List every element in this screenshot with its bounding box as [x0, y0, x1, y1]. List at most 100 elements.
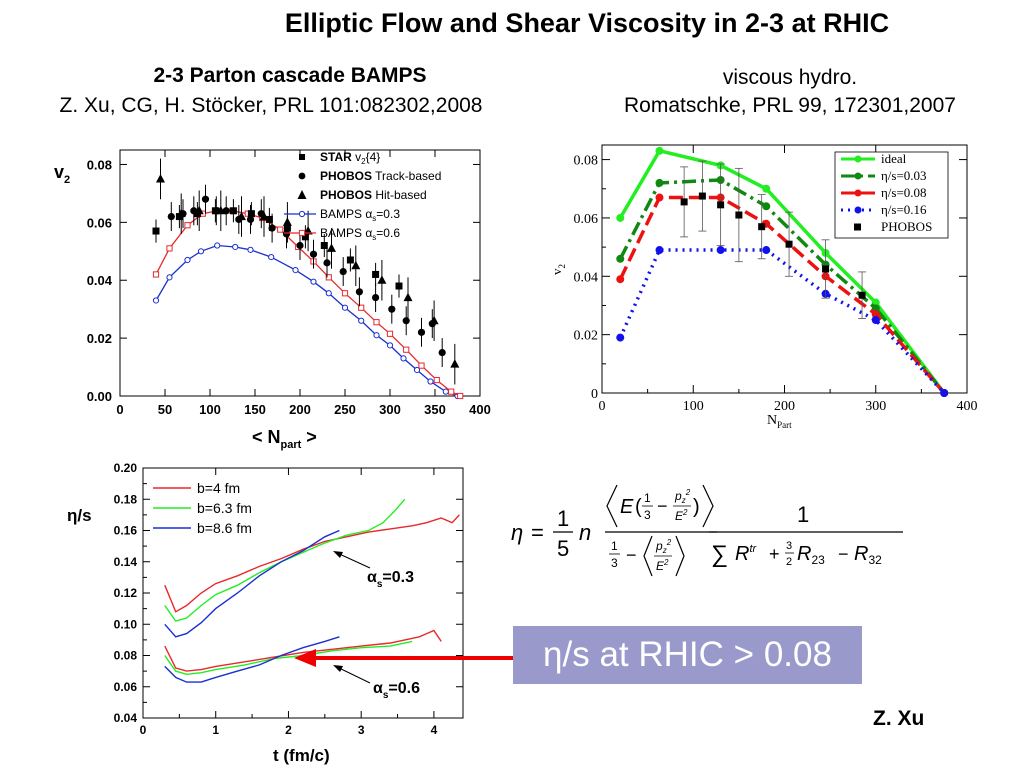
phobos-hit-marker: [216, 205, 226, 215]
phobos-marker: [822, 265, 830, 273]
bamps06-marker: [277, 226, 284, 233]
legend-entry: PHOBOS Hit-based: [320, 188, 427, 202]
bamps06-marker: [166, 245, 173, 252]
eq-pz: pz2: [674, 488, 691, 505]
series-line-3: [618, 248, 946, 395]
annotation-alpha-06: αs=0.6: [333, 665, 420, 701]
legend-marker: [854, 206, 862, 214]
y-tick-labels: 0.00 0.02 0.04 0.06 0.08: [87, 157, 113, 404]
data-marks: [164, 498, 460, 683]
legend-label: η/s=0.16: [881, 202, 927, 217]
bamps03-marker: [214, 242, 221, 249]
y-tick-label: 0.08: [114, 649, 138, 663]
phobos-hit-marker: [259, 211, 269, 221]
legend-marker: [854, 189, 862, 197]
x-tick-label: 0: [599, 399, 606, 414]
series-marker-0: [616, 213, 625, 222]
hydro-v2-chart: 0 0.02 0.04 0.06 0.08 0 100 200 300 400 v2 NPart…: [549, 144, 978, 430]
phobos-hit-marker: [351, 260, 361, 270]
phobos-hit-marker: [237, 211, 246, 221]
series-marker-0: [762, 184, 771, 193]
y-tick-label: 0.14: [114, 555, 138, 569]
phobos-hit-marker: [429, 315, 439, 325]
legend-label: b=4 fm: [197, 480, 240, 496]
eq-angle-left: [606, 484, 618, 528]
legend-entry: PHOBOS Track-based: [320, 169, 441, 183]
eq-d-angle-left: [643, 535, 653, 577]
bamps03-marker: [292, 267, 299, 274]
phobos-track-marker: [355, 288, 363, 296]
x-tick-label: 100: [199, 402, 221, 417]
phobos-hit-marker: [282, 217, 292, 226]
eq-minus: −: [657, 496, 668, 516]
callout-text: η/s at RHIC > 0.08: [543, 635, 832, 674]
x-tick-label: 350: [424, 402, 446, 417]
star-marker: [301, 233, 309, 241]
y-axis-label: v2: [54, 162, 70, 186]
y-tick-label: 0.10: [114, 617, 138, 631]
legend-label: ideal: [881, 151, 907, 166]
x-axis-label: NPart: [767, 413, 792, 430]
legend-label: b=6.3 fm: [197, 500, 252, 516]
eta-over-s-chart: 0.04 0.06 0.08 0.10 0.12 0.14 0.16 0.18 0.20 0 1 2…: [67, 461, 464, 765]
right-caption-reference: Romatschke, PRL 99, 172301,2007: [624, 94, 956, 117]
phobos-hit-marker: [403, 292, 413, 302]
bamps03-marker: [373, 332, 380, 339]
x-tick-label: 0: [116, 402, 123, 417]
x-tick-label: 1: [212, 723, 219, 737]
eq-angle-right: [702, 484, 714, 528]
bamps03-marker: [184, 256, 191, 264]
data-marks: [152, 158, 464, 400]
bamps-v2-chart: 0.00 0.02 0.04 0.06 0.08 0 50 100 150 200 250 300 3…: [54, 149, 491, 451]
phobos-track-marker: [167, 212, 175, 221]
annotation-label: αs=0.3: [367, 569, 414, 590]
eq-equals: =: [531, 520, 544, 545]
eq-n: n: [579, 520, 591, 545]
x-tick-label: 200: [289, 402, 311, 417]
eq-one: 1: [557, 506, 569, 531]
bamps06-marker: [433, 376, 440, 384]
legend: ideal η/s=0.03 η/s=0.08 η/s=0.16 PHOBOS: [834, 151, 949, 239]
series-marker-0: [655, 146, 664, 155]
y-tick-label: 0.18: [114, 492, 138, 506]
series-marker-2: [871, 310, 880, 319]
phobos-marker: [785, 240, 793, 248]
phobos-marker: [758, 223, 766, 231]
annotation-arrowhead: [333, 665, 343, 672]
legend-marker: [854, 223, 861, 231]
eq-Rtr: Rtr: [735, 543, 758, 565]
legend-label: η/s=0.03: [881, 168, 927, 183]
x-tick-label: 300: [379, 402, 401, 417]
eq-paren-close: ): [693, 496, 700, 518]
phobos-track-marker: [282, 230, 291, 238]
eq-five: 5: [557, 536, 569, 561]
y-tick-label: 0.20: [114, 461, 138, 475]
legend-marker: [854, 155, 862, 163]
bamps06-marker: [325, 274, 332, 281]
phobos-track-marker: [296, 241, 304, 250]
eq-third-den: 3: [644, 508, 651, 522]
phobos-track-marker: [372, 294, 380, 302]
left-caption-title: 2-3 Parton cascade BAMPS: [153, 64, 427, 87]
eq-d-pz: pz2: [655, 538, 672, 555]
eq-denominator: 1 3 − pz2 E2: [609, 535, 685, 577]
annotation-arrowhead: [333, 551, 343, 558]
series-marker-1: [871, 304, 880, 313]
series-marker-2: [655, 193, 664, 202]
legend-marker-circle: [298, 172, 306, 180]
phobos-track-marker: [246, 215, 255, 224]
x-tick-label: 2: [285, 723, 292, 737]
x-tick-label: 100: [683, 399, 704, 414]
series-marker-3: [871, 316, 880, 325]
phobos-track-marker: [339, 267, 347, 276]
phobos-track-marker: [309, 250, 318, 258]
x-tick-label: 3: [358, 723, 365, 737]
bamps03-marker: [341, 304, 349, 311]
phobos-track-marker: [323, 259, 331, 267]
y-tick-label: 0.06: [114, 680, 138, 694]
phobos-track-marker: [201, 195, 210, 203]
phobos-marker: [717, 201, 725, 209]
bamps03-marker: [427, 378, 434, 385]
annotation-label: αs=0.6: [373, 680, 420, 701]
callout-arrow: [294, 649, 515, 667]
